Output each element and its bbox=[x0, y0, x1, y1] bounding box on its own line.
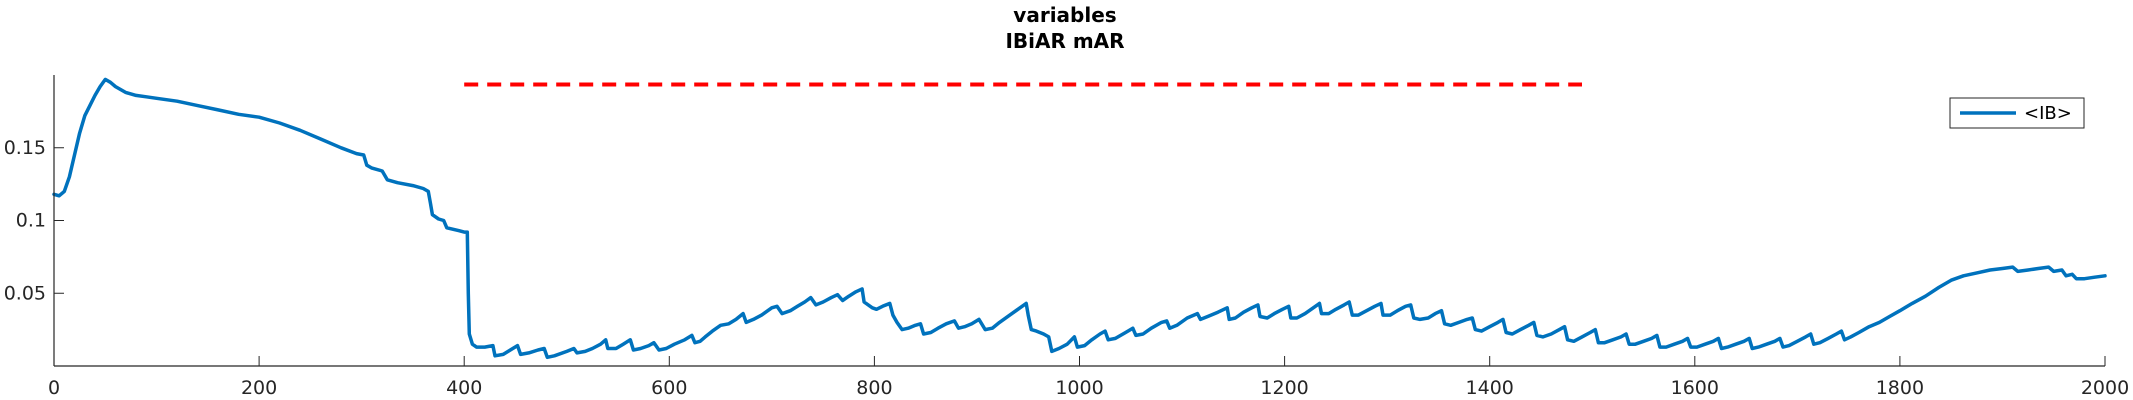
x-tick-label: 1600 bbox=[1671, 377, 1719, 399]
legend-label: <IB> bbox=[2024, 103, 2072, 124]
x-tick-label: 200 bbox=[241, 377, 277, 399]
x-tick-label: 1400 bbox=[1466, 377, 1514, 399]
x-tick-label: 2000 bbox=[2081, 377, 2129, 399]
x-tick-label: 1800 bbox=[1876, 377, 1924, 399]
x-tick-label: 1000 bbox=[1055, 377, 1103, 399]
chart-title-line-1: variables bbox=[1013, 3, 1116, 27]
chart-title-line-2: IBiAR mAR bbox=[1005, 29, 1124, 53]
legend: <IB> bbox=[1949, 97, 2085, 129]
y-tick-label: 0.1 bbox=[16, 210, 46, 232]
series-line-ib bbox=[52, 77, 2107, 360]
x-tick-label: 600 bbox=[651, 377, 687, 399]
axes: 0 200 400 600 800 1000 1200 1400 1600 1800 2000 0.0… bbox=[4, 75, 2129, 399]
x-tick-label: 1200 bbox=[1260, 377, 1308, 399]
y-tick-label: 0.05 bbox=[4, 282, 46, 304]
x-tick-label: 0 bbox=[48, 377, 60, 399]
x-tick-label: 400 bbox=[446, 377, 482, 399]
series-layer bbox=[52, 77, 2107, 360]
x-tick-label: 800 bbox=[856, 377, 892, 399]
y-tick-label: 0.15 bbox=[4, 137, 46, 159]
